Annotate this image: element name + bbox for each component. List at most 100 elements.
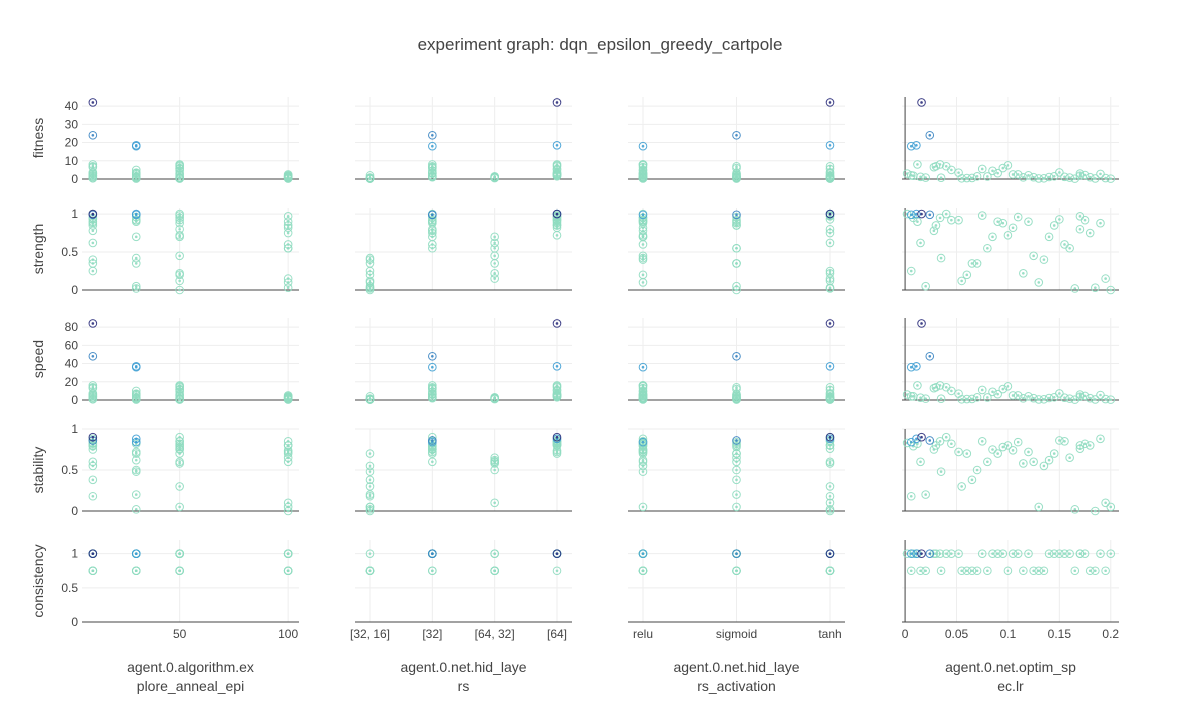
data-point-center — [928, 354, 932, 358]
data-point-center — [1109, 288, 1113, 292]
data-point-ring — [428, 243, 437, 253]
data-point-ring — [175, 231, 184, 240]
data-point — [552, 231, 562, 240]
data-point — [917, 319, 926, 328]
data-point — [1003, 231, 1013, 240]
data-point — [825, 506, 835, 516]
data-point — [909, 392, 918, 401]
data-point — [175, 502, 184, 512]
data-point — [1055, 549, 1064, 558]
data-point-center — [828, 101, 832, 104]
data-point-center — [91, 164, 95, 168]
data-point-center — [932, 229, 936, 233]
data-point-center — [134, 284, 138, 288]
data-point — [1065, 394, 1074, 403]
points-fitness-col4 — [902, 98, 1116, 183]
points-fitness-col1 — [88, 98, 293, 183]
points-speed-col3 — [638, 319, 835, 404]
data-point — [732, 281, 741, 291]
data-point — [825, 209, 835, 219]
data-point-center — [1042, 464, 1046, 468]
data-point-center — [1104, 569, 1107, 573]
data-point-center — [1063, 396, 1066, 400]
data-point — [1024, 549, 1033, 558]
data-point-ring — [490, 566, 499, 576]
data-point — [1101, 498, 1110, 508]
data-point-ring — [988, 387, 997, 397]
data-point-center — [134, 437, 138, 441]
data-point-center — [1006, 164, 1010, 167]
data-point-ring — [921, 394, 930, 403]
data-point-ring — [906, 549, 916, 558]
data-point-center — [493, 277, 496, 280]
data-point-ring — [935, 160, 945, 169]
data-point-center — [1022, 271, 1025, 275]
y-tick-label: 0.5 — [61, 581, 78, 595]
data-point — [825, 491, 835, 501]
data-point-center — [368, 552, 372, 555]
data-point-center — [735, 133, 738, 137]
data-point — [490, 238, 499, 248]
data-point-ring — [1101, 173, 1110, 183]
data-point-ring — [1049, 449, 1059, 458]
data-point-center — [965, 273, 969, 277]
data-point-ring — [1096, 390, 1105, 400]
data-point-center — [909, 269, 913, 273]
data-point-ring — [175, 549, 184, 558]
data-point — [131, 465, 141, 475]
data-point-center — [1068, 397, 1071, 400]
data-point — [1029, 457, 1038, 467]
data-point-ring — [1019, 459, 1028, 468]
data-point-ring — [365, 549, 375, 558]
data-point — [732, 549, 741, 558]
data-point-ring — [912, 209, 921, 219]
data-point — [1019, 394, 1028, 403]
data-point-ring — [935, 381, 945, 390]
data-point-ring — [732, 259, 741, 268]
data-point-ring — [552, 432, 562, 442]
data-point-center — [924, 397, 927, 400]
data-point-center — [1022, 397, 1025, 400]
data-point — [638, 253, 648, 263]
data-point-center — [555, 552, 559, 555]
data-point-ring — [1008, 170, 1018, 179]
data-point-ring — [931, 221, 941, 230]
data-point — [957, 566, 966, 576]
data-point-center — [641, 254, 645, 258]
data-point-ring — [917, 209, 926, 219]
data-point — [1044, 549, 1054, 558]
data-point-ring — [365, 566, 375, 576]
data-point — [1044, 172, 1054, 182]
data-point — [921, 394, 930, 403]
data-point-center — [1027, 552, 1030, 555]
data-point-center — [91, 133, 95, 137]
data-point — [131, 566, 141, 576]
data-point-ring — [825, 161, 835, 171]
x-tick-label: 0.2 — [1102, 627, 1119, 641]
data-point-ring — [365, 171, 375, 180]
data-point-ring — [954, 168, 963, 177]
data-point — [1060, 240, 1069, 249]
data-point-center — [1109, 177, 1113, 180]
data-point-center — [735, 439, 738, 442]
data-point-center — [493, 552, 496, 555]
data-point-center — [368, 176, 372, 179]
y-tick-label: 0 — [71, 615, 78, 629]
data-point-center — [178, 271, 181, 275]
y-tick-label: 0.5 — [61, 245, 78, 259]
data-point — [131, 490, 141, 499]
data-point-ring — [365, 281, 375, 291]
data-point — [365, 461, 375, 471]
data-point-center — [950, 389, 953, 393]
data-point-center — [368, 284, 372, 288]
data-point-ring — [1044, 455, 1054, 465]
data-point — [936, 394, 946, 404]
data-point — [936, 566, 946, 576]
data-point — [428, 549, 437, 558]
data-point — [88, 226, 98, 236]
data-point — [1106, 174, 1116, 183]
data-point-center — [91, 569, 95, 573]
data-point — [638, 455, 648, 465]
data-point — [88, 238, 98, 248]
data-point — [283, 243, 293, 253]
